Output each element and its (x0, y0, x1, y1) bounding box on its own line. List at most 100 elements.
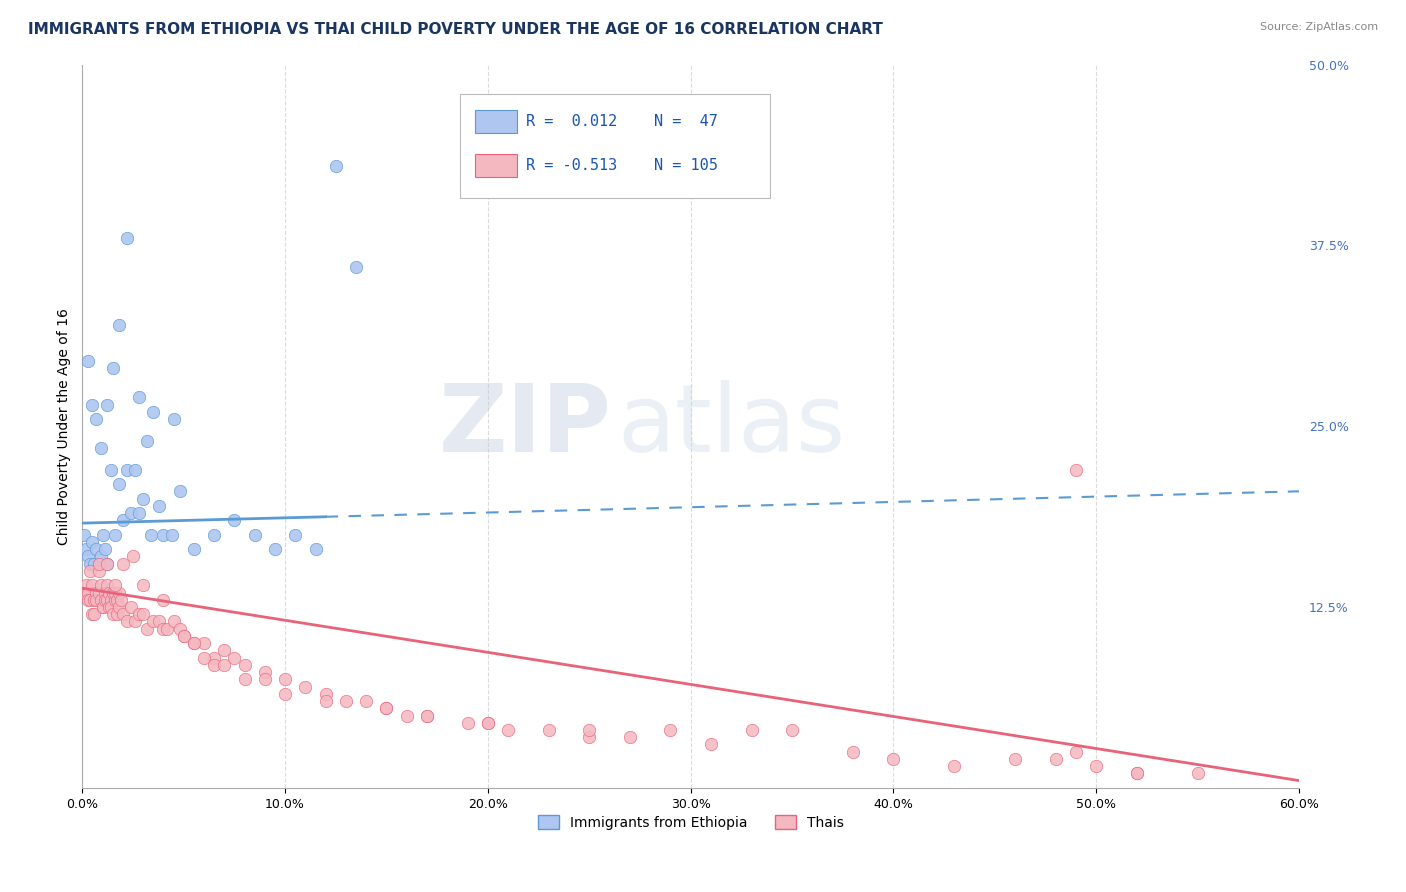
Point (91, 527, 114, 541)
Point (741, 723, 763, 737)
Point (90, 592, 112, 607)
Point (128, 607, 150, 622)
Point (162, 412, 184, 426)
Point (101, 585, 124, 599)
Point (115, 615, 138, 629)
Point (183, 636, 205, 650)
Point (659, 723, 682, 737)
Legend: Immigrants from Ethiopia, Thais: Immigrants from Ethiopia, Thais (531, 809, 849, 835)
Point (274, 687, 297, 701)
Text: N = 105: N = 105 (654, 158, 718, 173)
Point (90, 578, 112, 592)
Point (128, 390, 150, 404)
Point (96, 557, 118, 571)
Point (202, 657, 225, 672)
Point (1187, 766, 1209, 780)
Point (105, 592, 128, 607)
Point (136, 434, 159, 448)
Point (79, 592, 101, 607)
Point (294, 680, 316, 694)
Text: atlas: atlas (617, 380, 846, 472)
Point (141, 527, 163, 541)
Point (104, 578, 127, 592)
Point (842, 745, 865, 759)
Point (173, 629, 195, 643)
Point (96, 557, 118, 571)
Point (274, 673, 297, 687)
Point (96, 397, 118, 411)
Point (83, 592, 105, 607)
Point (183, 636, 205, 650)
Point (1004, 752, 1026, 766)
Point (86, 542, 108, 557)
Point (111, 607, 134, 622)
Point (104, 527, 127, 541)
Point (183, 542, 205, 557)
Point (142, 615, 165, 629)
Point (1064, 745, 1087, 759)
Point (142, 405, 165, 419)
Point (375, 701, 398, 715)
Point (477, 715, 499, 730)
Point (132, 491, 155, 506)
Point (87, 585, 110, 599)
Point (77, 592, 100, 607)
Point (700, 738, 723, 752)
Point (477, 715, 499, 730)
Point (578, 730, 600, 744)
Text: Source: ZipAtlas.com: Source: ZipAtlas.com (1260, 22, 1378, 32)
Point (101, 607, 124, 622)
Point (83, 607, 105, 622)
Point (93, 542, 115, 557)
Point (578, 723, 600, 737)
Point (416, 708, 439, 723)
Point (111, 513, 134, 527)
Point (325, 159, 347, 173)
Point (86, 585, 108, 599)
Text: N =  47: N = 47 (654, 114, 718, 129)
Point (107, 477, 129, 491)
Point (86, 412, 108, 426)
Text: R =  0.012: R = 0.012 (526, 114, 617, 129)
Y-axis label: Child Poverty Under the Age of 16: Child Poverty Under the Age of 16 (58, 308, 72, 545)
Point (115, 462, 138, 476)
Point (101, 361, 124, 376)
Point (537, 723, 560, 737)
Point (107, 600, 129, 615)
Point (100, 462, 122, 476)
Point (619, 730, 641, 744)
Point (1045, 752, 1067, 766)
Point (86, 592, 108, 607)
Point (122, 549, 145, 564)
Point (375, 701, 398, 715)
Point (105, 607, 128, 622)
Point (97, 600, 120, 615)
Point (152, 622, 174, 636)
Point (93, 592, 115, 607)
Point (91, 600, 114, 615)
Point (344, 260, 367, 274)
Point (1126, 766, 1149, 780)
Point (156, 622, 179, 636)
Point (253, 673, 276, 687)
Point (77, 354, 100, 368)
Point (87, 557, 110, 571)
FancyBboxPatch shape (475, 111, 516, 133)
Point (233, 673, 256, 687)
Point (202, 527, 225, 541)
Point (264, 542, 287, 557)
Point (457, 715, 479, 730)
Point (1064, 462, 1087, 476)
Point (90, 441, 112, 455)
Point (152, 527, 174, 541)
Point (100, 592, 122, 607)
Point (82, 397, 104, 411)
Point (96, 578, 118, 592)
Point (395, 708, 418, 723)
Point (212, 643, 235, 657)
Point (87, 557, 110, 571)
Point (75, 542, 97, 557)
Point (97, 585, 120, 599)
Point (75, 578, 97, 592)
Text: R = -0.513: R = -0.513 (526, 158, 617, 173)
